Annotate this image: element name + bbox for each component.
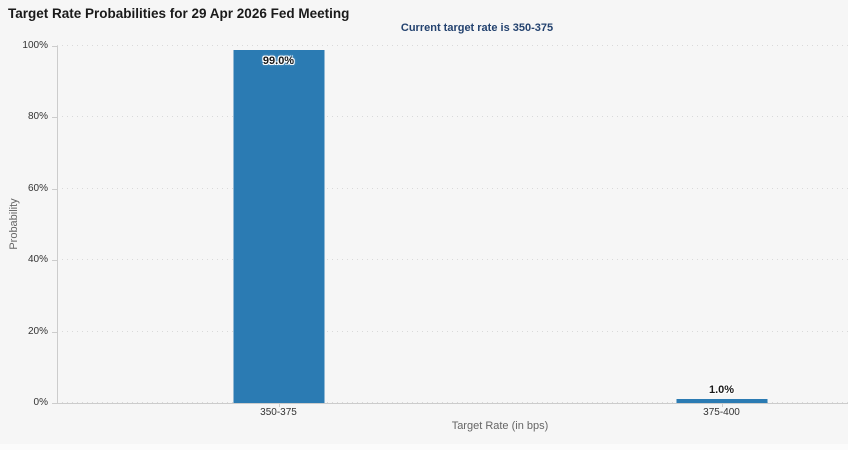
bar-350-375[interactable] [233,50,324,403]
x-axis-title: Target Rate (in bps) [451,420,549,432]
bar-375-400[interactable] [676,399,767,403]
y-tick-mark [52,332,57,333]
y-grid-line [57,45,848,46]
y-tick-label: 80% [27,111,48,122]
bar-value-label: 1.0% [708,384,735,396]
chart-subtitle: Current target rate is 350-375 [400,22,554,34]
y-tick-label: 60% [27,183,48,194]
y-tick-mark [52,117,57,118]
bar-value-label: 99.0% [262,55,295,67]
y-grid-line [57,331,848,332]
y-tick-mark [52,403,57,404]
y-tick-label: 100% [22,40,48,51]
y-axis-line [57,46,58,403]
y-tick-label: 20% [27,326,48,337]
x-tick-label: 350-375 [260,407,297,418]
bottom-margin [0,444,848,450]
y-grid-line [57,259,848,260]
y-tick-mark [52,189,57,190]
x-tick-mark [721,403,723,407]
y-tick-label: 0% [33,397,48,408]
y-grid-line [57,188,848,189]
y-grid-line [57,116,848,117]
y-tick-mark [52,260,57,261]
chart-title: Target Rate Probabilities for 29 Apr 202… [8,6,350,21]
x-axis-labels: 350-375 375-400 [57,407,848,421]
y-axis-labels: 0% 20% 40% 60% 80% 100% [0,40,52,408]
y-grid-line [57,402,848,403]
plot-area: 99.0% 1.0% [57,45,848,403]
y-tick-mark [52,46,57,47]
y-tick-label: 40% [27,254,48,265]
x-tick-mark [278,403,280,407]
x-tick-label: 375-400 [703,407,740,418]
x-axis-line [57,403,848,404]
